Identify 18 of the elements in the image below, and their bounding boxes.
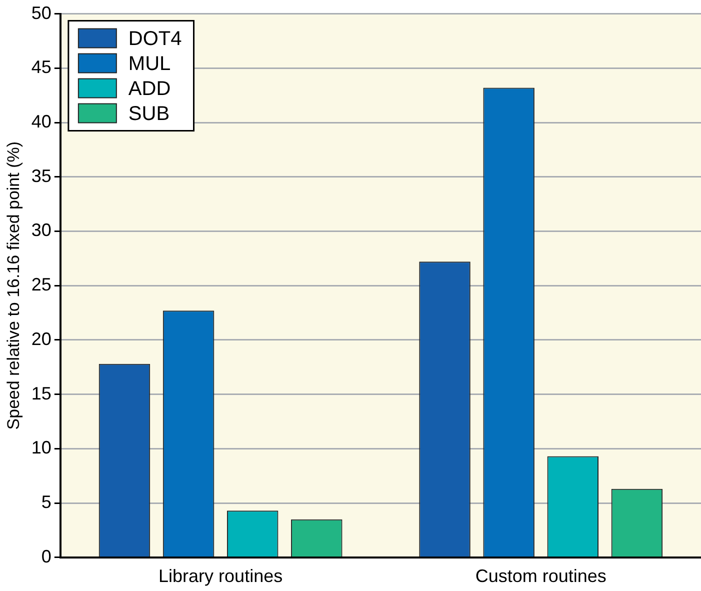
legend-label: DOT4 [128,28,182,50]
y-tick-label: 50 [31,2,52,23]
legend-label: SUB [128,102,170,125]
legend-label: ADD [128,78,171,100]
y-axis-title: Speed relative to 16.16 fixed point (%) [4,141,23,430]
y-tick-label: 45 [31,57,52,78]
y-tick-label: 15 [31,383,52,404]
x-tick-label: Library routines [158,566,283,586]
legend-label: MUL [128,52,171,75]
y-tick-label: 5 [41,492,52,512]
y-tick-label: 35 [31,166,52,186]
x-tick-label: Custom routines [475,566,606,586]
y-tick-label: 40 [31,111,52,132]
y-tick-label: 20 [31,328,52,349]
y-tick-label: 25 [31,274,52,295]
y-tick-label: 0 [41,546,52,566]
y-tick-label: 10 [31,438,52,458]
y-tick-label: 30 [31,220,52,240]
